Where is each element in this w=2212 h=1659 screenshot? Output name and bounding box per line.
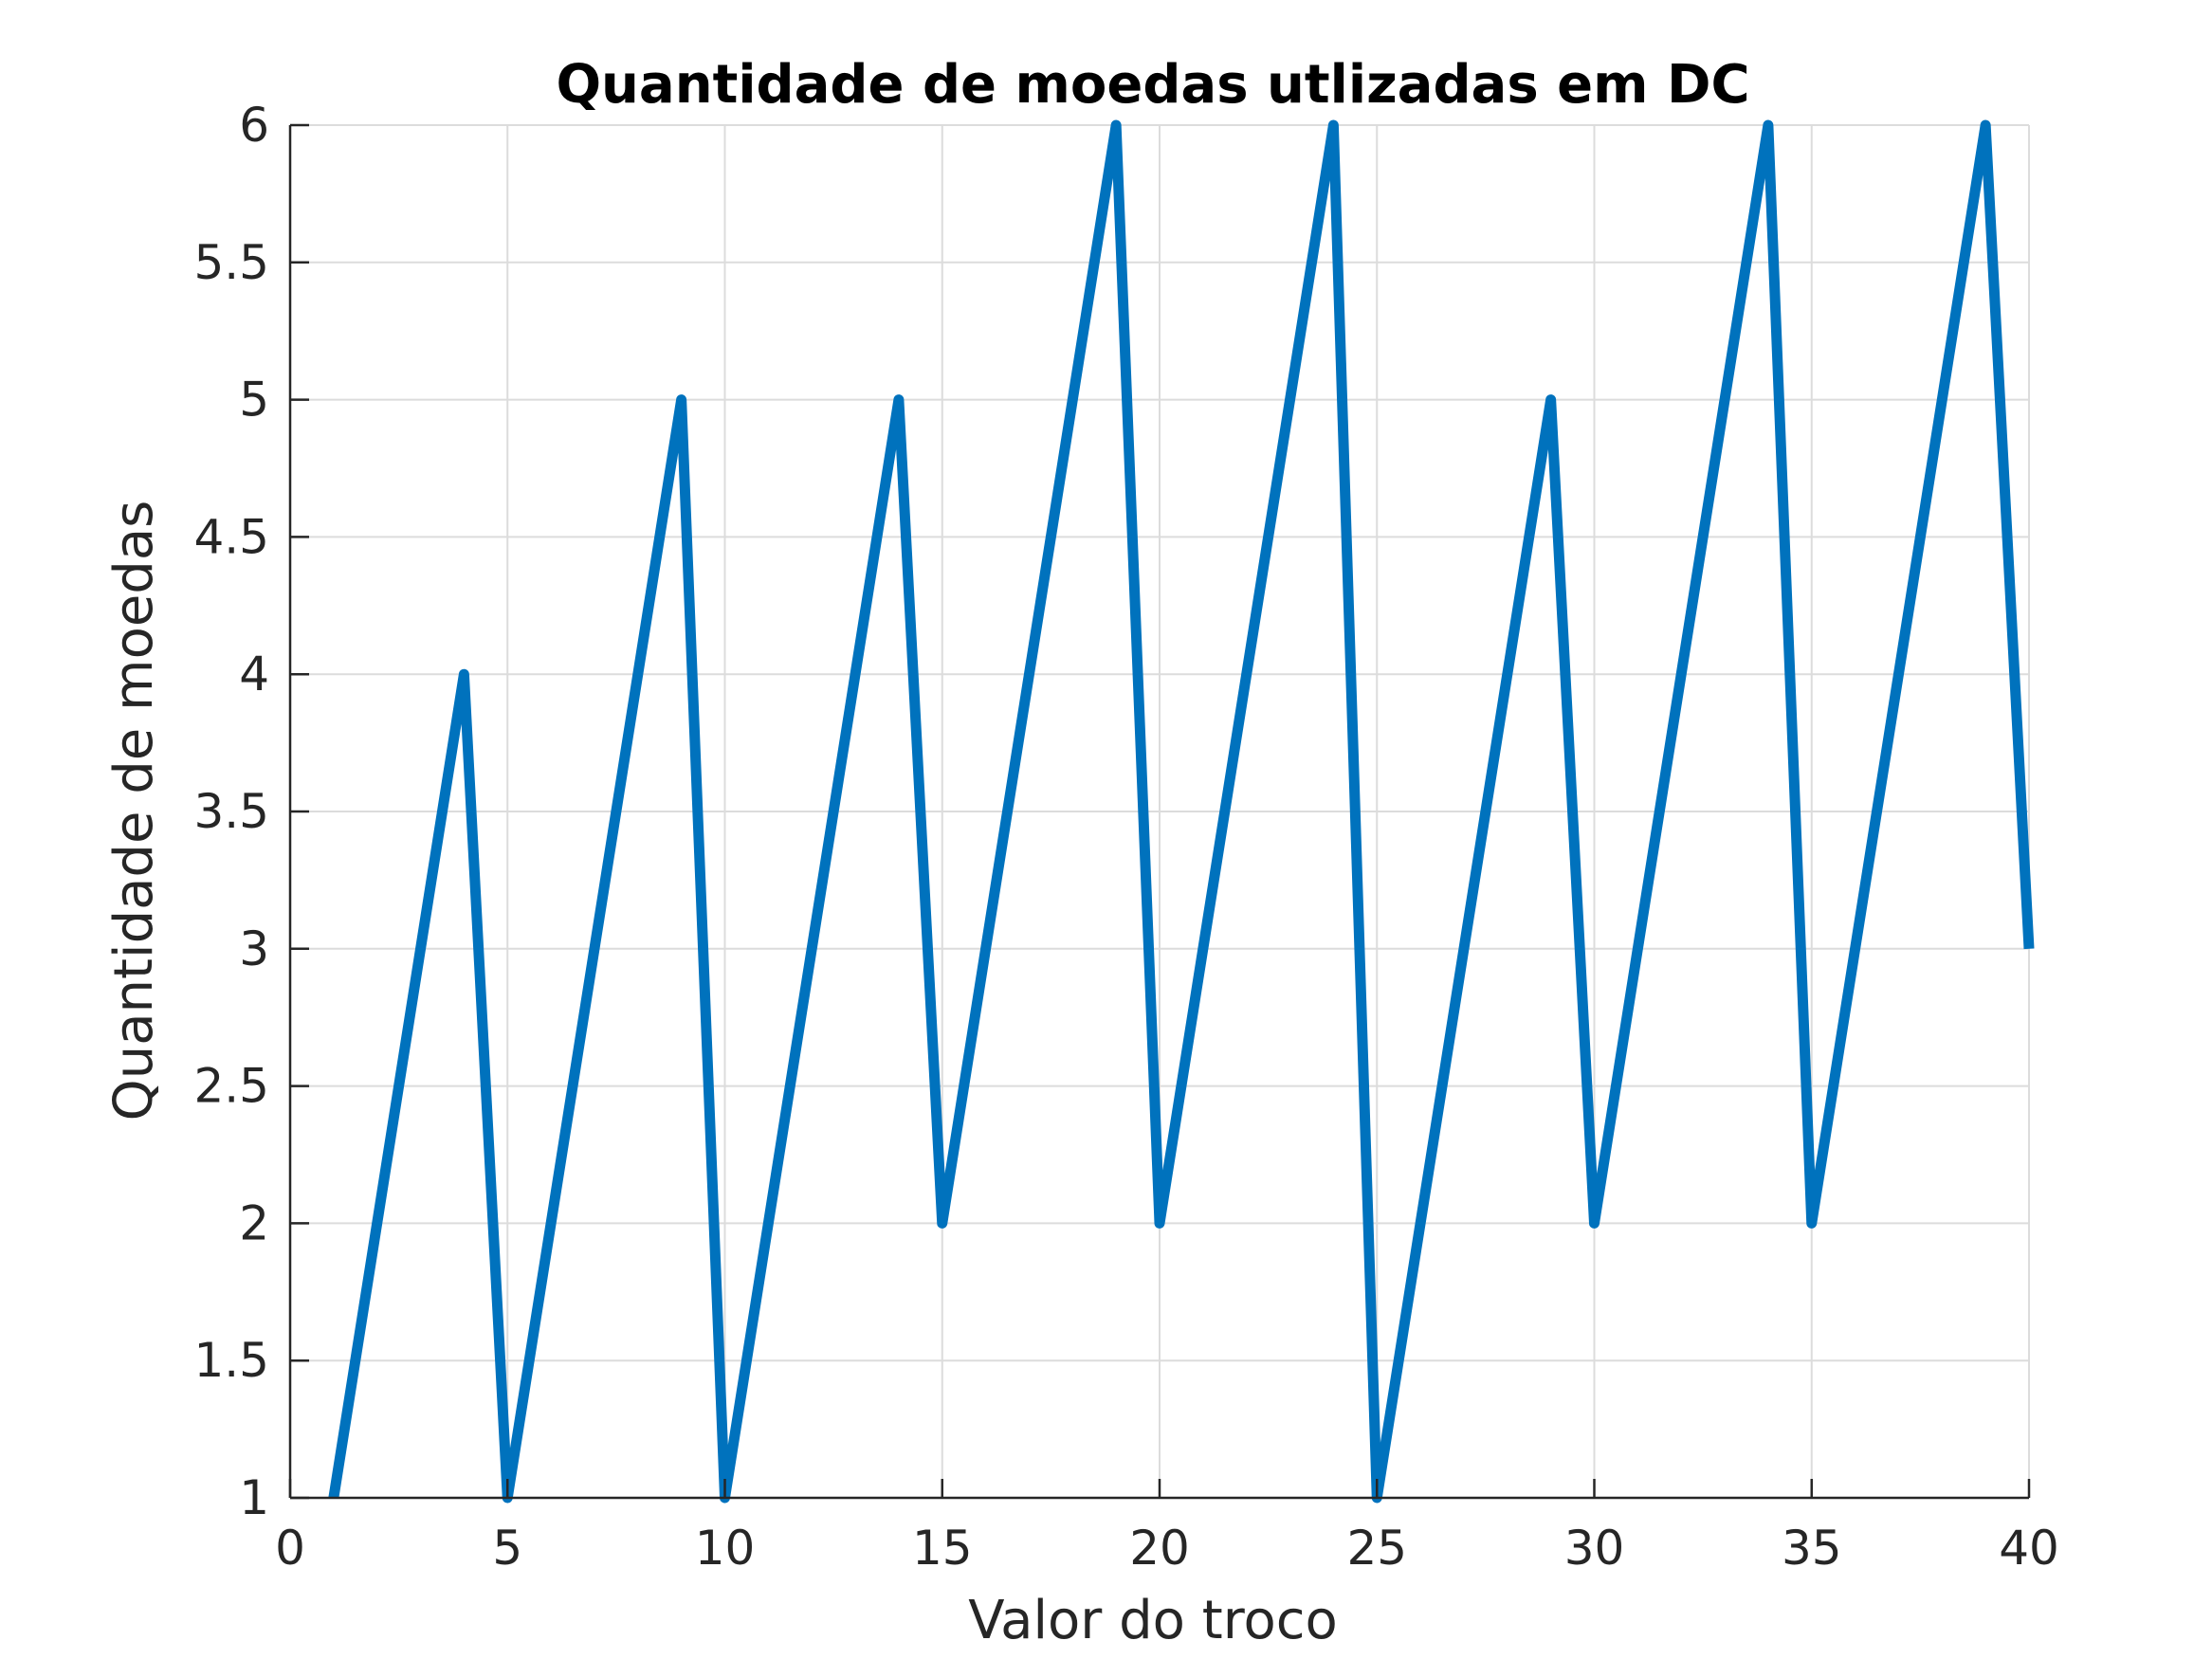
- y-tick-label: 1: [239, 1470, 269, 1525]
- chart-title: Quantidade de moedas utlizadas em DC: [556, 54, 1749, 116]
- x-tick-label: 40: [1999, 1521, 2059, 1576]
- x-tick-label: 20: [1129, 1521, 1190, 1576]
- y-tick-label: 2: [239, 1195, 269, 1250]
- y-tick-label: 1.5: [193, 1333, 269, 1388]
- y-axis-label: Quantidade de moedas: [103, 501, 165, 1121]
- y-tick-label: 6: [239, 98, 269, 153]
- series-line: [328, 119, 2035, 1504]
- y-tick-label: 5: [239, 373, 269, 428]
- y-tick-label: 4.5: [193, 509, 269, 564]
- x-tick-label: 10: [695, 1521, 756, 1576]
- y-tick-label: 5.5: [193, 235, 269, 290]
- x-tick-label: 15: [912, 1521, 973, 1576]
- y-tick-label: 3: [239, 921, 269, 976]
- y-ticks: 1 1.5 2 2.5 3 3.5 4 4.5 5 5.5 6: [193, 98, 309, 1525]
- x-tick-label: 5: [492, 1521, 522, 1576]
- y-tick-label: 4: [239, 647, 269, 702]
- x-tick-label: 35: [1782, 1521, 1842, 1576]
- y-tick-label: 2.5: [193, 1059, 269, 1114]
- x-tick-label: 0: [275, 1521, 305, 1576]
- x-axis-label: Valor do troco: [968, 1590, 1338, 1651]
- x-ticks: 0 5 10 15 20 25 30 35 40: [275, 1479, 2059, 1576]
- x-tick-label: 30: [1564, 1521, 1625, 1576]
- y-tick-label: 3.5: [193, 784, 269, 839]
- grid: [289, 124, 2030, 1499]
- series-layer: [328, 119, 2035, 1504]
- x-tick-label: 25: [1346, 1521, 1407, 1576]
